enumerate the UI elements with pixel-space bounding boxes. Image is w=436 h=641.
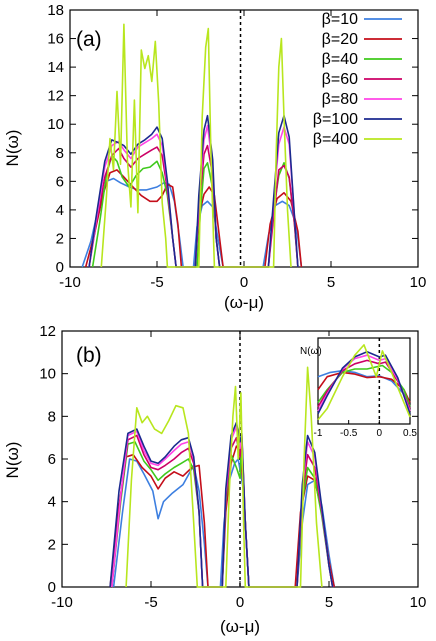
- x-tick-label: 0: [240, 274, 248, 291]
- y-tick-label: 18: [47, 2, 64, 19]
- panel-a-x-ticks: -10 -5 0 5 10: [59, 10, 426, 291]
- inset-x-tick-label: -1: [314, 428, 323, 439]
- panel-a-label: (a): [76, 28, 102, 51]
- x-tick-label: 10: [410, 594, 427, 611]
- legend-label: β=10: [322, 11, 358, 28]
- panel-b: 0 2 4 6 8 10 12 -10 -5 0 5 10 (b) N(ω) (ω-μ) -1 -0.…: [3, 323, 426, 636]
- legend-label: β=400: [313, 131, 358, 148]
- series-line: [125, 366, 323, 588]
- y-tick-label: 2: [56, 230, 64, 247]
- inset-series: [317, 344, 411, 421]
- y-tick-label: 0: [48, 579, 56, 596]
- legend-label: β=100: [313, 111, 358, 128]
- x-tick-label: -5: [144, 594, 157, 611]
- inset-x-ticks: -1 -0.5 0 0.5: [314, 420, 417, 439]
- panel-b-x-ticks: -10 -5 0 5 10: [51, 331, 426, 611]
- legend-label: β=40: [322, 51, 358, 68]
- inset-series-line: [317, 369, 411, 408]
- legend-label: β=80: [322, 91, 358, 108]
- y-tick-label: 0: [56, 259, 64, 276]
- series-line: [81, 177, 303, 268]
- y-tick-label: 12: [39, 323, 56, 340]
- inset: -1 -0.5 0 0.5 N(ω): [300, 336, 417, 439]
- y-tick-label: 8: [56, 145, 64, 162]
- x-tick-label: 10: [410, 274, 427, 291]
- panel-b-x-label: (ω-μ): [220, 617, 260, 636]
- y-tick-label: 8: [48, 408, 56, 425]
- panel-b-series: [109, 366, 336, 588]
- x-tick-label: -10: [51, 594, 73, 611]
- y-tick-label: 2: [48, 536, 56, 553]
- y-tick-label: 4: [48, 494, 56, 511]
- legend-label: β=60: [322, 71, 358, 88]
- inset-x-tick-label: 0: [377, 428, 383, 439]
- y-tick-label: 10: [39, 366, 56, 383]
- x-tick-label: 5: [327, 274, 335, 291]
- y-tick-label: 10: [47, 116, 64, 133]
- x-tick-label: -5: [150, 274, 163, 291]
- y-tick-label: 16: [47, 31, 64, 48]
- y-tick-label: 4: [56, 202, 64, 219]
- panel-a: 0 2 4 6 8 10 12 14 16 18 -10 -5 0 5 10 (a) N(ω) (ω-μ)…: [3, 2, 426, 312]
- inset-series-line: [317, 344, 411, 421]
- panel-a-y-ticks: 0 2 4 6 8 10 12 14 16 18: [47, 2, 418, 276]
- panel-b-y-ticks: 0 2 4 6 8 10 12: [39, 323, 418, 596]
- inset-frame: [317, 337, 411, 425]
- series-line: [100, 23, 292, 268]
- y-tick-label: 12: [47, 88, 64, 105]
- panel-a-legend: β=10 β=20 β=40 β=60 β=80 β=100 β=400: [313, 11, 402, 148]
- x-tick-label: 5: [325, 594, 333, 611]
- panel-a-y-label: N(ω): [3, 130, 22, 167]
- panel-a-x-label: (ω-μ): [224, 293, 264, 312]
- inset-x-tick-label: -0.5: [340, 428, 358, 439]
- panel-b-label: (b): [76, 344, 102, 367]
- y-tick-label: 14: [47, 59, 64, 76]
- y-tick-label: 6: [48, 451, 56, 468]
- x-tick-label: 0: [236, 594, 244, 611]
- x-tick-label: -10: [59, 274, 81, 291]
- legend-label: β=20: [322, 31, 358, 48]
- panel-b-y-label: N(ω): [3, 442, 22, 479]
- panel-a-series: [81, 23, 303, 268]
- inset-x-tick-label: 0.5: [403, 428, 417, 439]
- y-tick-label: 6: [56, 173, 64, 190]
- inset-y-label: N(ω): [300, 346, 322, 357]
